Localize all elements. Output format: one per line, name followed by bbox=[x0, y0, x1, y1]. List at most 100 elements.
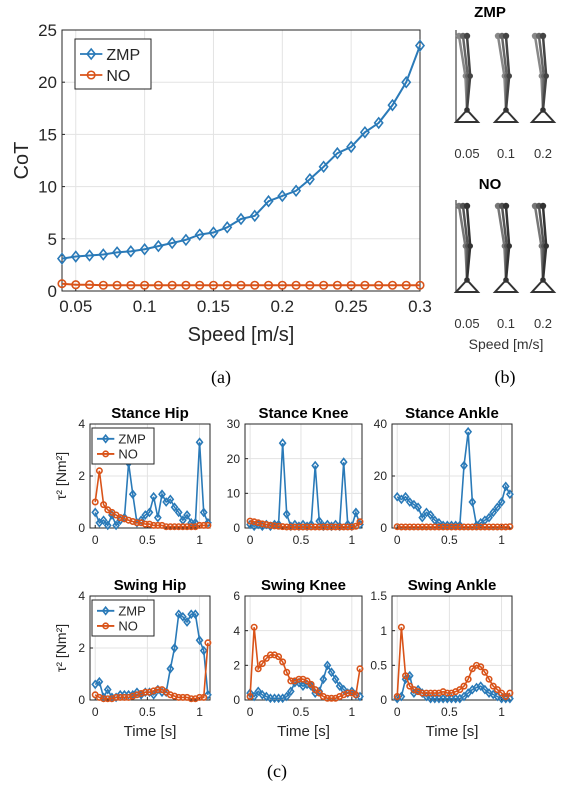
data-point-zmp bbox=[414, 39, 426, 52]
legend-box bbox=[91, 599, 155, 637]
x-tick-label: 0.5 bbox=[441, 705, 458, 719]
data-point-zmp bbox=[278, 438, 287, 448]
data-point-zmp bbox=[339, 684, 348, 695]
knee-joint bbox=[506, 73, 512, 79]
data-point-no bbox=[307, 680, 315, 688]
knee-joint bbox=[543, 243, 549, 249]
data-point-no bbox=[137, 519, 145, 527]
data-point-zmp bbox=[282, 509, 291, 520]
data-point-zmp bbox=[319, 674, 328, 685]
hip-joint bbox=[463, 32, 471, 40]
data-point-zmp bbox=[460, 460, 468, 471]
series-no bbox=[246, 517, 364, 531]
y-tick-label: 5 bbox=[48, 230, 57, 249]
data-point-no bbox=[327, 694, 335, 702]
data-point-no bbox=[222, 280, 232, 290]
data-point-zmp bbox=[222, 221, 233, 234]
data-point-no bbox=[250, 280, 260, 290]
data-point-no bbox=[402, 523, 410, 531]
data-point-zmp bbox=[170, 643, 179, 653]
leg-segment bbox=[496, 35, 508, 111]
y-tick-label: 0 bbox=[380, 521, 387, 535]
data-point-no bbox=[427, 689, 435, 697]
data-point-no bbox=[336, 523, 344, 531]
data-point-no bbox=[291, 280, 301, 290]
foot-triangle bbox=[529, 108, 557, 123]
legend-label: ZMP bbox=[118, 603, 145, 618]
data-point-zmp bbox=[373, 116, 384, 130]
x-tick-label: 1 bbox=[498, 533, 505, 547]
legend-swatch-marker bbox=[102, 622, 110, 630]
data-point-zmp bbox=[246, 688, 254, 698]
legend-label: ZMP bbox=[106, 47, 140, 64]
data-point-no bbox=[112, 693, 120, 701]
data-point-no bbox=[95, 467, 103, 475]
data-point-no bbox=[120, 693, 128, 701]
series-zmp bbox=[56, 39, 426, 265]
data-point-no bbox=[175, 523, 183, 531]
series-no bbox=[393, 623, 514, 701]
data-point-no bbox=[137, 689, 145, 697]
y-tick-label: 6 bbox=[233, 589, 240, 603]
data-point-no bbox=[171, 692, 179, 700]
data-point-no bbox=[299, 523, 307, 531]
data-point-no bbox=[418, 523, 426, 531]
chart-title: Swing Knee bbox=[261, 577, 346, 594]
data-point-zmp bbox=[91, 507, 100, 518]
y-tick-label: 10 bbox=[227, 487, 241, 501]
data-point-no bbox=[464, 675, 472, 683]
y-tick-label: 20 bbox=[374, 469, 388, 483]
data-point-zmp bbox=[464, 426, 473, 437]
panel-b-xlabel: Speed [m/s] bbox=[469, 336, 544, 352]
data-point-no bbox=[250, 623, 258, 631]
y-tick-label: 4 bbox=[78, 417, 85, 431]
data-point-zmp bbox=[327, 667, 336, 678]
data-point-zmp bbox=[254, 686, 263, 697]
x-tick-label: 0 bbox=[247, 705, 254, 719]
data-point-no bbox=[204, 639, 212, 647]
x-tick-label: 0.5 bbox=[293, 533, 310, 547]
leg-figure bbox=[453, 202, 481, 293]
data-point-zmp bbox=[174, 609, 183, 620]
data-point-zmp bbox=[235, 212, 247, 226]
x-tick-label: 0.3 bbox=[408, 297, 432, 316]
y-tick-label: 0 bbox=[78, 521, 85, 535]
knee-joint bbox=[543, 73, 549, 79]
legend-label: NO bbox=[106, 68, 130, 85]
x-tick-label: 0.05 bbox=[59, 297, 92, 316]
data-point-no bbox=[427, 523, 435, 531]
data-point-no bbox=[145, 520, 153, 528]
data-point-zmp bbox=[70, 250, 81, 263]
data-point-zmp bbox=[258, 689, 267, 700]
data-point-no bbox=[303, 677, 311, 685]
hip-joint bbox=[539, 202, 547, 210]
data-point-no bbox=[98, 280, 108, 290]
data-point-zmp bbox=[166, 663, 175, 674]
data-point-no bbox=[356, 518, 364, 526]
data-point-no bbox=[307, 523, 315, 531]
foot-triangle bbox=[492, 108, 520, 123]
data-point-no bbox=[456, 523, 464, 531]
data-point-zmp bbox=[149, 491, 158, 502]
leg-illustrations-zmp bbox=[453, 30, 557, 123]
data-point-zmp bbox=[170, 502, 179, 513]
data-point-no bbox=[344, 689, 352, 697]
data-point-no bbox=[116, 693, 124, 701]
data-point-no bbox=[502, 693, 510, 701]
data-point-zmp bbox=[112, 520, 120, 531]
speed-label-2: 0.2 bbox=[534, 146, 552, 161]
data-point-no bbox=[327, 523, 335, 531]
data-point-no bbox=[498, 689, 506, 697]
data-point-zmp bbox=[99, 515, 108, 526]
data-point-no bbox=[262, 654, 270, 662]
data-point-no bbox=[154, 521, 162, 529]
data-point-no bbox=[489, 523, 497, 531]
data-point-no bbox=[112, 280, 122, 290]
data-point-zmp bbox=[506, 489, 514, 500]
x-tick-label: 1 bbox=[498, 705, 505, 719]
data-point-no bbox=[315, 523, 323, 531]
